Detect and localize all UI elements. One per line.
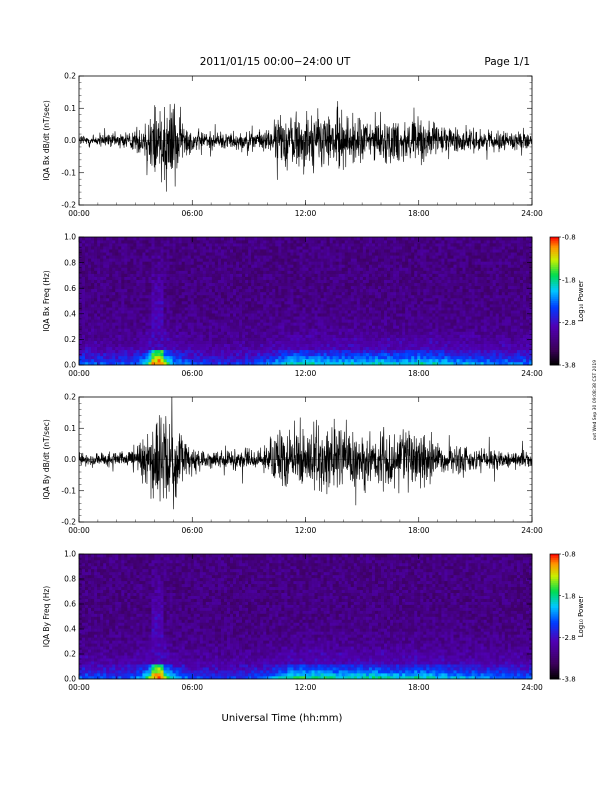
y-tick-label: 0.1 <box>64 104 76 113</box>
y-tick-label: -0.1 <box>61 168 76 177</box>
side-stamp: ovt Wed Sep 30 09:08:38 CST 2019 <box>592 360 598 440</box>
y-tick-label: 0.2 <box>64 335 76 344</box>
colorbar-tick-label: -2.8 <box>562 319 576 327</box>
y-tick-label: 1.0 <box>64 233 76 242</box>
panel-4: -0.8 -1.8 -2.8 -3.8 Log₁₀ Power 00:00 06:00 12:… <box>42 550 585 692</box>
x-tick-label: 18:00 <box>408 369 430 378</box>
x-tick-label: 06:00 <box>181 369 203 378</box>
colorbar-frame <box>549 553 560 680</box>
y-tick-label: 0.6 <box>64 600 76 609</box>
x-tick-label: 06:00 <box>181 209 203 218</box>
x-tick-label: 24:00 <box>521 683 543 692</box>
x-tick-label: 18:00 <box>408 683 430 692</box>
colorbar-frame <box>549 236 560 366</box>
colorbar-tick-label: -3.8 <box>562 676 576 684</box>
x-tick-label: 06:00 <box>181 683 203 692</box>
x-tick-label: 00:00 <box>68 683 90 692</box>
colorbar-tick-label: -0.8 <box>562 551 576 559</box>
y-axis-label: IQA By Freq (Hz) <box>42 586 51 648</box>
colorbar-tick-label: -3.8 <box>562 362 576 370</box>
y-tick-label: 0.0 <box>64 361 76 370</box>
colorbar: -0.8 -1.8 -2.8 -3.8 Log₁₀ Power <box>549 551 585 684</box>
colorbar-label: Log₁₀ Power <box>577 596 585 638</box>
y-tick-label: 1.0 <box>64 550 76 559</box>
x-tick-label: 00:00 <box>68 526 90 535</box>
panel-2: -0.8 -1.8 -2.8 -3.8 Log₁₀ Power 00:00 06:00 12:… <box>42 233 585 378</box>
colorbar-tick-label: -1.8 <box>562 276 576 284</box>
panel-1: 00:00 06:00 12:00 18:00 24:00 -0.2 -0.1 0.0 0.1 0… <box>42 72 543 218</box>
y-tick-label: 0.2 <box>64 72 76 81</box>
panel-3: 00:00 06:00 12:00 18:00 24:00 -0.2 -0.1 0.0 0.1 0… <box>42 393 543 535</box>
y-tick-label: 0.8 <box>64 258 76 267</box>
waveform-series <box>79 101 532 192</box>
y-tick-label: 0.6 <box>64 284 76 293</box>
colorbar-tick-label: -0.8 <box>562 234 576 242</box>
colorbar: -0.8 -1.8 -2.8 -3.8 Log₁₀ Power <box>549 234 585 370</box>
y-tick-label: 0.2 <box>64 650 76 659</box>
y-tick-label: 0.0 <box>64 136 76 145</box>
colorbar-label: Log₁₀ Power <box>577 280 585 322</box>
y-tick-label: -0.2 <box>61 201 76 210</box>
y-tick-label: 0.8 <box>64 575 76 584</box>
y-tick-label: 0.1 <box>64 424 76 433</box>
x-tick-label: 12:00 <box>295 369 317 378</box>
x-tick-label: 24:00 <box>521 369 543 378</box>
y-axis-label: IQA Bx Freq (Hz) <box>42 270 51 332</box>
y-tick-label: 0.4 <box>64 310 76 319</box>
x-tick-label: 00:00 <box>68 209 90 218</box>
y-tick-label: -0.2 <box>61 518 76 527</box>
waveform-series <box>79 397 532 510</box>
x-axis-label: Universal Time (hh:mm) <box>222 713 343 724</box>
colorbar-tick-label: -2.8 <box>562 634 576 642</box>
x-tick-label: 24:00 <box>521 209 543 218</box>
spectrogram-cells <box>79 237 533 366</box>
y-tick-label: 0.0 <box>64 455 76 464</box>
figure-title: 2011/01/15 00:00−24:00 UT <box>200 56 351 68</box>
x-tick-label: 24:00 <box>521 526 543 535</box>
x-tick-label: 18:00 <box>408 209 430 218</box>
y-tick-label: 0.2 <box>64 393 76 402</box>
y-tick-label: 0.4 <box>64 625 76 634</box>
x-tick-label: 18:00 <box>408 526 430 535</box>
colorbar-tick-label: -1.8 <box>562 592 576 600</box>
page-indicator: Page 1/1 <box>484 56 530 68</box>
y-axis-label: IQA By dB/dt (nT/sec) <box>42 419 51 500</box>
x-tick-label: 12:00 <box>295 683 317 692</box>
x-tick-label: 12:00 <box>295 209 317 218</box>
y-tick-label: 0.0 <box>64 675 76 684</box>
x-tick-label: 06:00 <box>181 526 203 535</box>
x-tick-label: 12:00 <box>295 526 317 535</box>
spectrogram-cells <box>79 554 533 680</box>
y-axis-label: IQA Bx dB/dt (nT/sec) <box>42 100 51 181</box>
x-tick-label: 00:00 <box>68 369 90 378</box>
y-tick-label: -0.1 <box>61 486 76 495</box>
